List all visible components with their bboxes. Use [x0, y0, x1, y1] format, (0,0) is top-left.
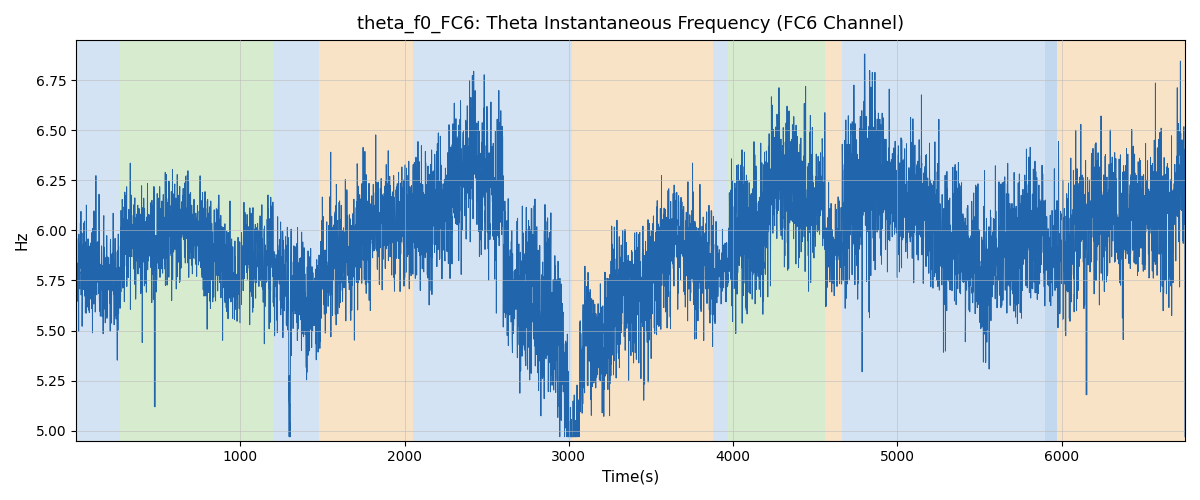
Bar: [1045, 40, 1057, 440]
Bar: [728, 40, 826, 440]
Bar: [841, 40, 1045, 440]
Bar: [572, 40, 714, 440]
Bar: [826, 40, 841, 440]
Title: theta_f0_FC6: Theta Instantaneous Frequency (FC6 Channel): theta_f0_FC6: Theta Instantaneous Freque…: [356, 15, 904, 34]
Bar: [413, 40, 572, 440]
Bar: [1057, 40, 1184, 440]
Bar: [714, 40, 728, 440]
X-axis label: Time(s): Time(s): [602, 470, 659, 485]
Bar: [120, 40, 274, 440]
Bar: [319, 40, 413, 440]
Y-axis label: Hz: Hz: [14, 230, 30, 250]
Bar: [76, 40, 120, 440]
Bar: [274, 40, 319, 440]
